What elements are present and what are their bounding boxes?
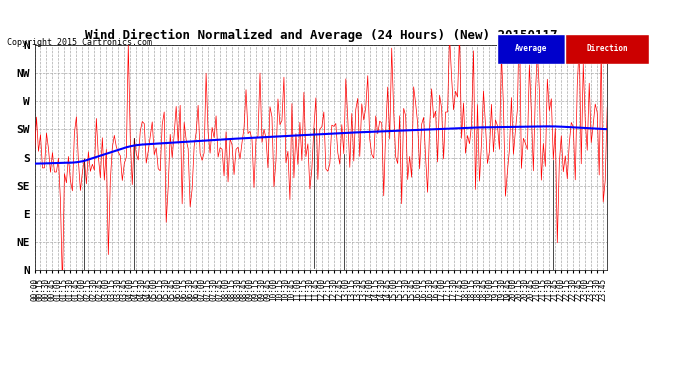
FancyBboxPatch shape bbox=[497, 34, 565, 64]
Text: Direction: Direction bbox=[586, 44, 628, 53]
Text: Average: Average bbox=[515, 44, 547, 53]
Title: Wind Direction Normalized and Average (24 Hours) (New) 20150117: Wind Direction Normalized and Average (2… bbox=[85, 29, 557, 42]
Text: Copyright 2015 Cartronics.com: Copyright 2015 Cartronics.com bbox=[7, 38, 152, 47]
FancyBboxPatch shape bbox=[565, 34, 649, 64]
